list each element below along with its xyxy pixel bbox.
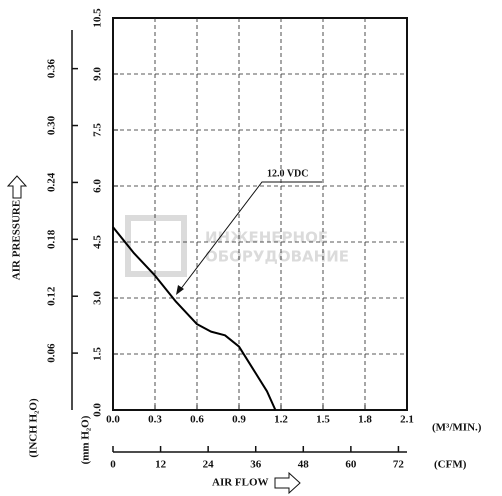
y2-tick-label: 0.24 [46, 172, 58, 192]
x2-tick-label: 36 [250, 459, 262, 471]
watermark-text: ИНЖЕНЕРНОЕ [205, 229, 328, 247]
annotation-leader [179, 181, 322, 291]
watermark-logo [125, 215, 187, 277]
y2-tick-label: 0.30 [46, 115, 58, 135]
y2-tick-label: 0.18 [46, 229, 58, 249]
watermark: ИНЖЕНЕРНОЕ ОБОРУДОВАНИЕ [125, 215, 349, 277]
curve [112, 226, 277, 411]
watermark-text: ОБОРУДОВАНИЕ [205, 248, 349, 266]
x-tick-label: 0.0 [106, 414, 120, 426]
x2-tick-label: 24 [203, 459, 215, 471]
y-tick-label: 3.0 [92, 291, 104, 305]
y-arrow [6, 175, 28, 199]
y-tick-label: 1.5 [92, 347, 104, 361]
x-tick-label: 0.6 [190, 414, 204, 426]
x-tick-label: 1.2 [274, 414, 288, 426]
y2-tick-label: 0.12 [46, 286, 58, 306]
y-tick-label: 4.5 [92, 235, 104, 249]
x-tick-label: 2.1 [400, 414, 414, 426]
x-tick-label: 1.5 [316, 414, 330, 426]
x2-tick-label: 72 [393, 459, 405, 471]
y-tick-label: 10.5 [92, 8, 104, 28]
y-tick-label: 7.5 [92, 123, 104, 137]
y-tick-label: 6.0 [92, 179, 104, 193]
x2-tick-label: 0 [110, 459, 116, 471]
x2-unit: (CFM) [434, 459, 467, 471]
x-tick-label: 0.3 [148, 414, 162, 426]
x-arrow [274, 471, 301, 495]
x-unit: (M³/MIN.) [432, 422, 482, 434]
x-title: AIR FLOW [212, 477, 269, 489]
y-unit: (mm H₂O) [80, 415, 92, 464]
x2-tick-label: 12 [155, 459, 167, 471]
annotation: 12.0 VDC [267, 168, 308, 179]
x2-tick-label: 60 [345, 459, 357, 471]
y-tick-label: 0.0 [92, 403, 104, 417]
y2-unit: (INCH H₂O) [28, 398, 40, 458]
y2-tick-label: 0.36 [46, 59, 58, 79]
plot-frame [112, 17, 408, 411]
y-tick-label: 9.0 [92, 67, 104, 81]
x2-tick-label: 48 [298, 459, 310, 471]
y-title: AIR PRESSURE [11, 200, 23, 280]
x-tick-label: 0.9 [232, 414, 246, 426]
annotation-arrowhead [176, 285, 184, 295]
y2-tick-label: 0.06 [46, 343, 58, 363]
x-tick-label: 1.8 [358, 414, 372, 426]
